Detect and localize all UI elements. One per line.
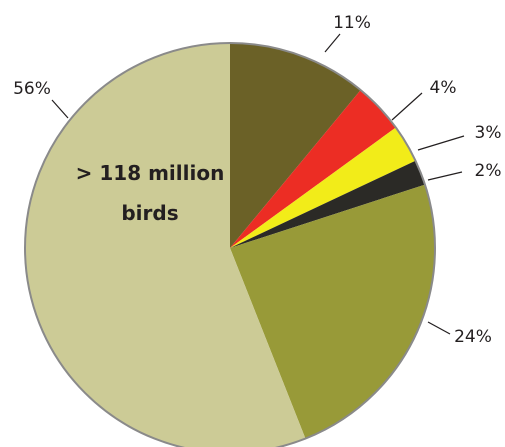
- slice-label-11: 11%: [333, 13, 371, 33]
- pie-slice-2: [230, 160, 425, 248]
- slice-label-56: 56%: [13, 79, 51, 99]
- leader-line-24: [427, 321, 451, 335]
- slice-label-3: 3%: [475, 123, 502, 143]
- pie-slice-24: [230, 184, 435, 439]
- pie-slice-3: [230, 127, 416, 248]
- slice-label-2: 2%: [475, 161, 502, 181]
- pie-slice-4: [230, 90, 396, 248]
- leader-line-4: [391, 92, 423, 121]
- slice-label-4: 4%: [430, 78, 457, 98]
- pie-slice-56: [25, 43, 306, 447]
- pie-slices: [24, 42, 436, 447]
- pie-outline: [24, 42, 436, 447]
- leader-lines: [51, 33, 465, 335]
- leader-line-56: [51, 99, 69, 119]
- leader-line-3: [417, 135, 465, 151]
- center-label-line-2: birds: [121, 201, 178, 225]
- center-label-line-1: > 118 million: [76, 161, 225, 185]
- pie-slice-11: [230, 43, 361, 248]
- leader-line-2: [427, 171, 463, 181]
- slice-label-24: 24%: [454, 327, 492, 347]
- slice-labels: 11% 4% 3% 2% 24% 56%: [13, 13, 501, 347]
- leader-line-11: [324, 33, 341, 53]
